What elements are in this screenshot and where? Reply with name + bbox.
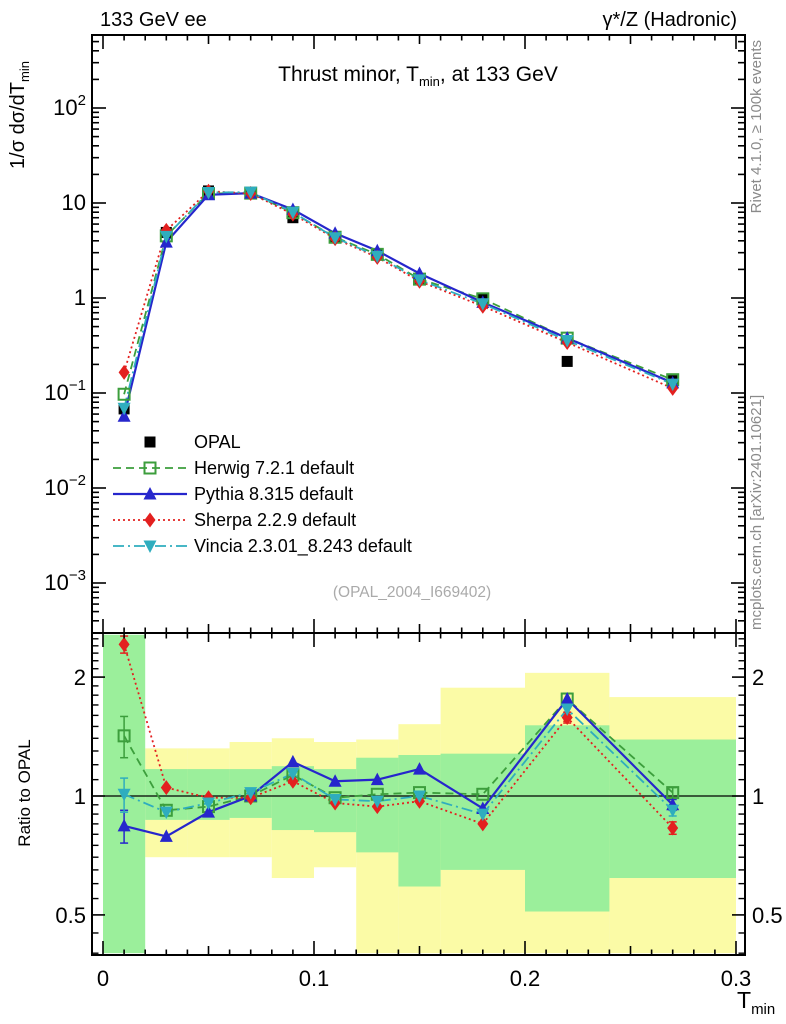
data-point-triangle-down [159, 230, 173, 244]
y-axis-tick-label: 1 [74, 285, 86, 310]
y-axis-title-ratio: Ratio to OPAL [15, 739, 34, 846]
legend-marker-diamond [144, 512, 156, 528]
legend-label: Vincia 2.3.01_8.243 default [194, 536, 412, 557]
ratio-point-triangle-down [328, 793, 342, 807]
y-axis-tick-label: 10−1 [44, 377, 86, 405]
ratio-point-triangle-down [202, 797, 215, 811]
data-point-triangle-down [328, 232, 342, 245]
data-point-triangle-down [413, 274, 426, 287]
ratio-line-diamond [123, 644, 674, 829]
ratio-point-diamond [477, 816, 489, 832]
legend: OPAL Herwig 7.2.1 default Pythia 8.315 def… [113, 432, 412, 557]
header-beam-energy: 133 GeV ee [100, 9, 207, 31]
ratio-point-triangle-down [413, 790, 426, 803]
data-point-triangle-down [666, 378, 680, 392]
legend-marker-opensquare [143, 461, 157, 475]
ratio-point-diamond [287, 773, 299, 789]
data-point-triangle-down [476, 298, 490, 311]
ratio-point-triangle-down [666, 804, 680, 818]
ratio-y-tick-label-left: 0.5 [55, 903, 86, 928]
ratio-point-opensquare [117, 729, 131, 743]
ratio-point-triangle-down [286, 768, 300, 781]
side-note-mcplots: mcplots.cern.ch [arXiv:2401.10621] [748, 395, 765, 630]
header-process: γ*/Z (Hadronic) [603, 9, 737, 31]
watermark-analysis-id: (OPAL_2004_I669402) [333, 584, 491, 601]
x-axis-tick-label: 0 [97, 966, 109, 991]
ratio-panel-frame [91, 632, 746, 956]
data-point-diamond [118, 364, 130, 380]
ratio-y-tick-label-right: 1 [752, 784, 764, 809]
ratio-point-diamond [118, 636, 130, 652]
ratio-point-triangle-down [244, 787, 258, 800]
data-point-opensquare [117, 387, 131, 401]
data-point-triangle-down [560, 334, 574, 348]
ratio-point-triangle-up [413, 762, 426, 775]
legend-marker-square [144, 436, 156, 448]
ratio-point-triangle-down [159, 806, 173, 820]
ratio-y-tick-label-left: 1 [74, 784, 86, 809]
ratio-y-tick-label-left: 2 [74, 665, 86, 690]
ratio-point-triangle-up [560, 692, 574, 705]
legend-marker-triangle-up [143, 487, 157, 500]
ratio-y-tick-label-right: 0.5 [752, 903, 783, 928]
data-point-triangle-down [244, 186, 258, 200]
ratio-point-triangle-up [286, 754, 300, 768]
legend-label: Pythia 8.315 default [194, 484, 353, 504]
ratio-point-triangle-down [560, 703, 574, 717]
ratio-y-tick-label-right: 2 [752, 665, 764, 690]
y-axis-tick-label: 10−3 [44, 567, 86, 595]
x-axis-tick-label: 0.3 [721, 966, 752, 991]
data-point-square [561, 355, 573, 367]
x-axis-tick-label: 0.1 [299, 966, 330, 991]
main-panel [117, 183, 680, 422]
legend-marker-triangle-down [143, 540, 157, 553]
ratio-point-triangle-down [476, 808, 490, 822]
y-axis-title-main: 1/σ dσ/dTmin [7, 61, 32, 169]
main-panel-frame [91, 34, 746, 634]
ratio-point-diamond [667, 820, 679, 836]
x-axis-tick-label: 0.2 [510, 966, 541, 991]
axes-and-labels: 102 10 1 10−1 10−2 10−3 2 2 1 1 0.5 0.5 0 0.1 0.2 0.3 13… [7, 9, 783, 1018]
legend-label: OPAL [194, 432, 241, 452]
series-line-diamond [123, 190, 674, 390]
plot-title: Thrust minor, Tmin, at 133 GeV [278, 63, 558, 89]
ratio-panel [92, 635, 745, 844]
data-point-triangle-down [202, 186, 215, 200]
ratio-point-triangle-up [328, 774, 342, 787]
data-point-triangle-down [370, 250, 384, 264]
ratio-point-diamond [561, 710, 573, 726]
ratio-point-diamond [160, 780, 172, 796]
ratio-point-triangle-up [202, 805, 215, 818]
y-axis-tick-label: 102 [53, 92, 86, 120]
data-point-triangle-down [117, 402, 131, 416]
ratio-line-triangle-down [123, 707, 674, 816]
uncertainty-band-green [398, 754, 441, 887]
legend-label: Sherpa 2.2.9 default [194, 510, 356, 530]
series-line-triangle-up [123, 192, 674, 417]
data-point-triangle-up [117, 409, 131, 422]
series-line-triangle-down [123, 191, 674, 409]
series-line-opensquare [123, 192, 674, 395]
y-axis-tick-label: 10 [62, 190, 86, 215]
x-axis-title: Tmin [737, 987, 775, 1018]
ratio-point-triangle-down [117, 788, 131, 802]
side-note-rivet: Rivet 4.1.0, ≥ 100k events [748, 40, 765, 213]
legend-label: Herwig 7.2.1 default [194, 458, 354, 478]
y-axis-tick-label: 10−2 [44, 472, 86, 500]
ratio-point-triangle-up [159, 829, 173, 842]
ratio-point-triangle-up [370, 772, 384, 786]
ratio-point-triangle-down [370, 795, 384, 809]
ratio-point-opensquare [476, 787, 490, 801]
ratio-point-triangle-up [117, 818, 131, 832]
data-point-triangle-down [286, 206, 300, 220]
uncertainty-band-green [525, 725, 610, 912]
